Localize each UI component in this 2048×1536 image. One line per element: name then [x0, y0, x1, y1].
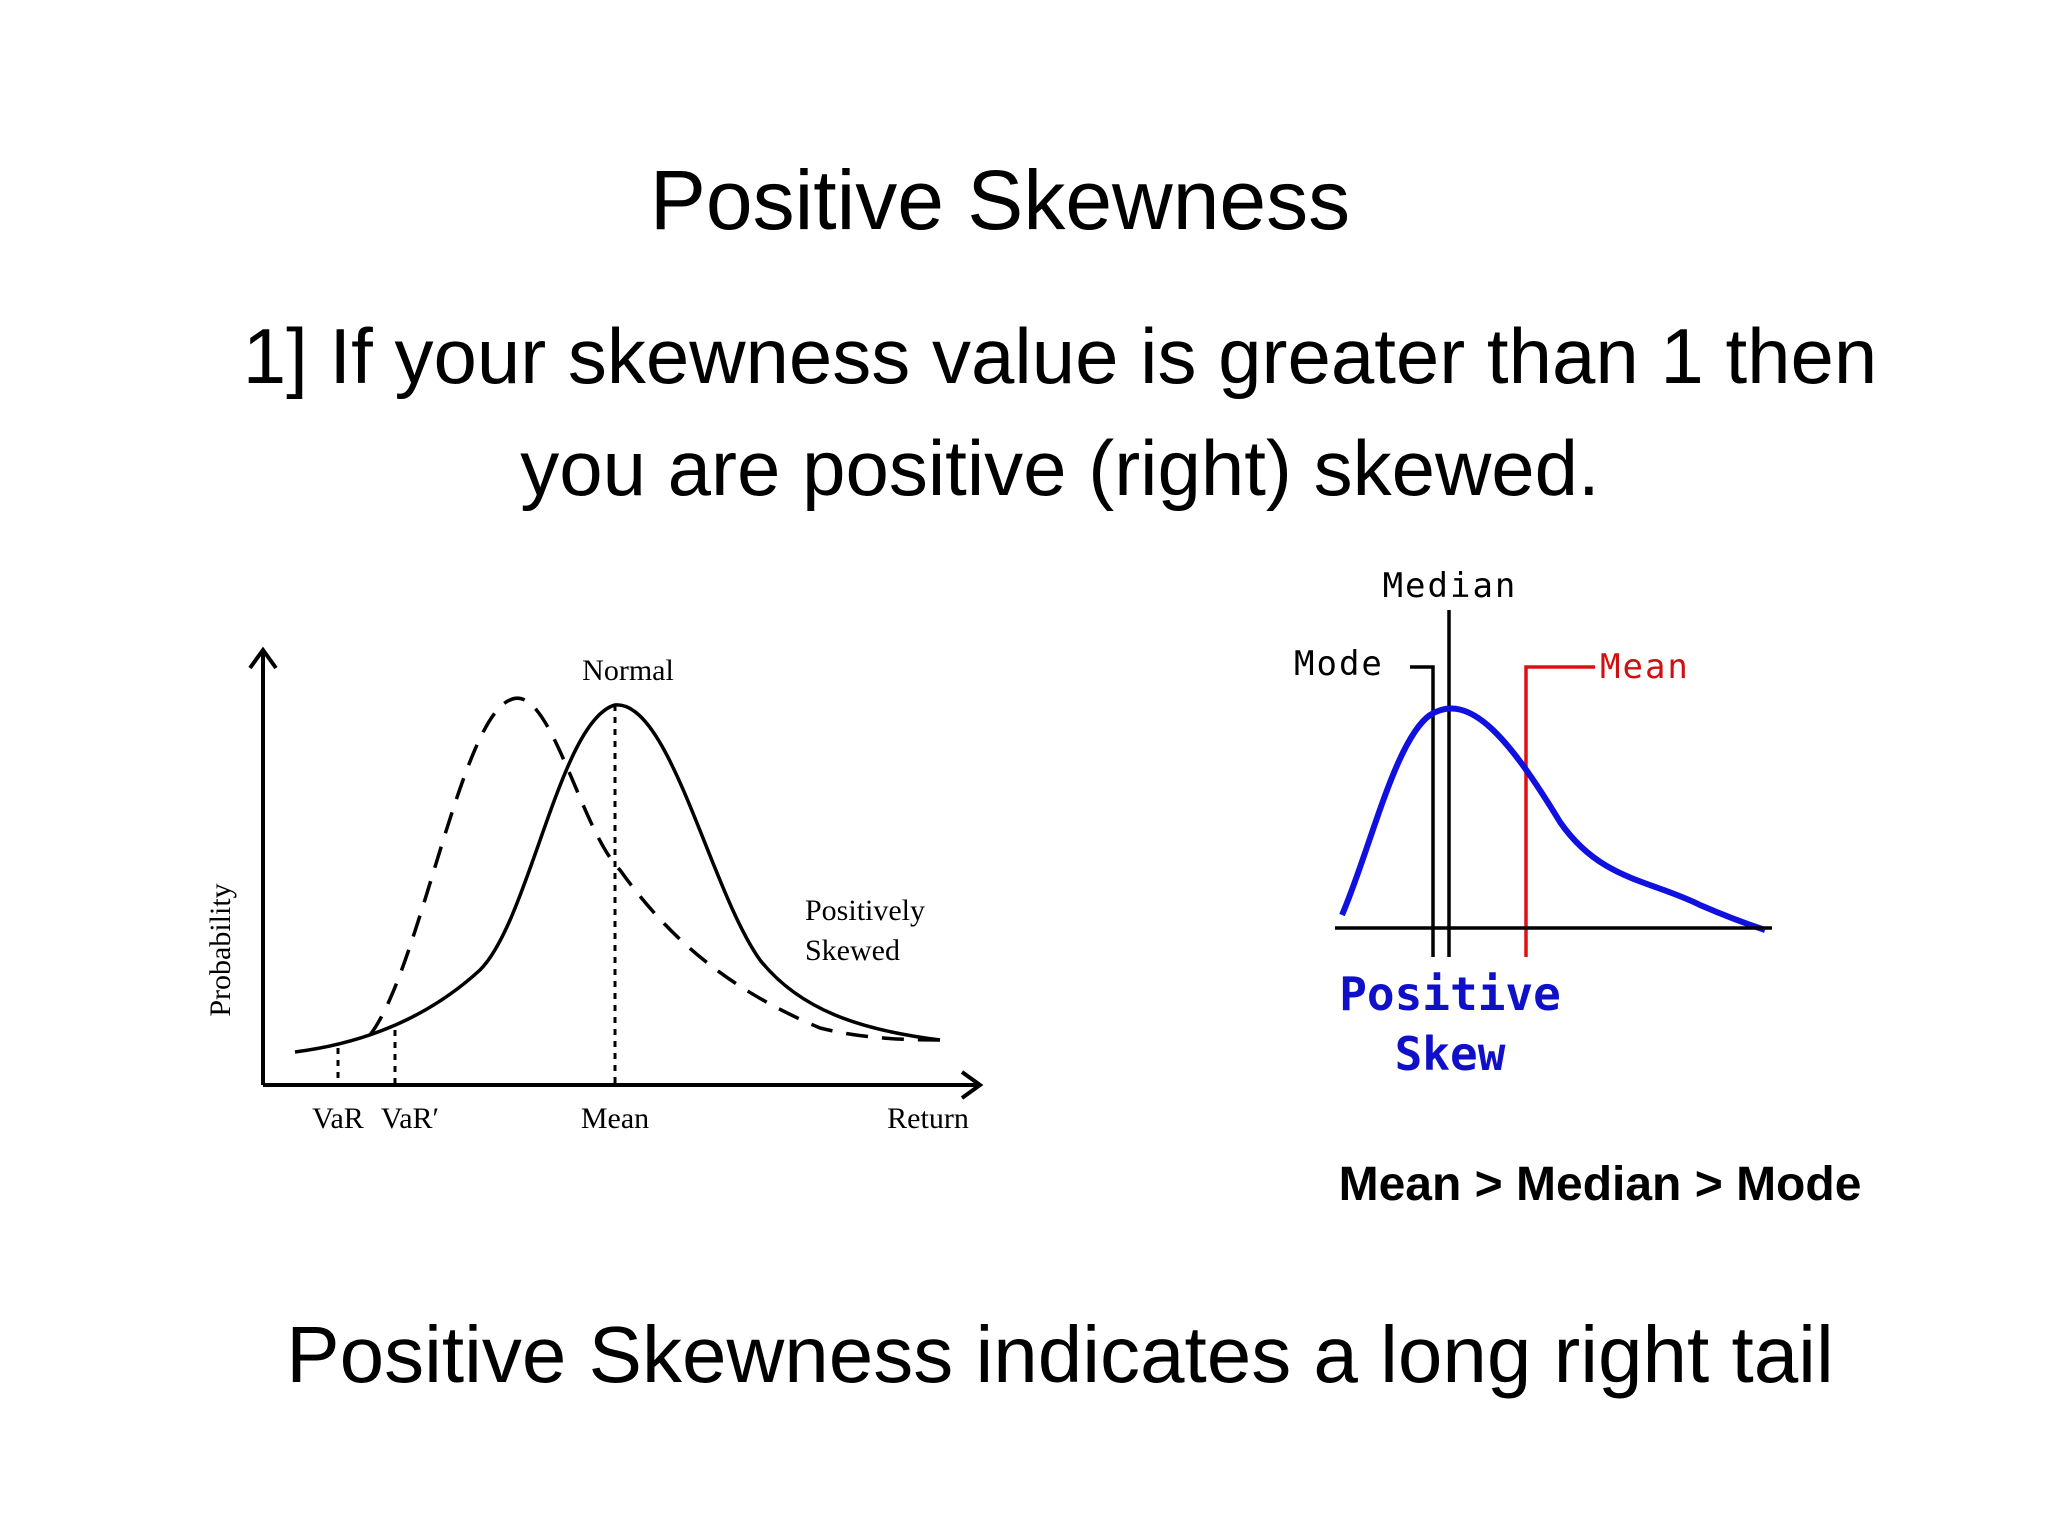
axes	[248, 646, 984, 1100]
mode-label: Mode	[1294, 644, 1384, 684]
caption-skew: Skew	[1395, 1027, 1506, 1081]
normal-label: Normal	[582, 654, 674, 687]
skewed-label-line2: Skewed	[805, 934, 900, 967]
x-tick-var-prime: VaR′	[381, 1102, 439, 1135]
slide-footer: Positive Skewness indicates a long right…	[286, 1310, 1834, 1399]
slide-title: Positive Skewness	[649, 153, 1351, 247]
positive-skew-diagram: Median Mode Mean Positive Skew	[1294, 566, 1772, 1081]
positively-skewed-curve	[368, 696, 941, 1042]
normal-curve	[294, 703, 941, 1054]
x-tick-var: VaR	[312, 1102, 364, 1135]
normal-vs-skewed-diagram: Probability Normal Positively Skewed VaR…	[204, 646, 984, 1135]
y-axis-label: Probability	[204, 883, 237, 1016]
mean-median-mode-relation: Mean > Median > Mode	[1338, 1158, 1862, 1211]
dotted-guides	[336, 705, 617, 1085]
skew-curve	[1339, 705, 1766, 933]
mode-line	[1410, 665, 1435, 957]
skewed-label-line1: Positively	[805, 894, 925, 927]
x-tick-mean: Mean	[581, 1102, 649, 1135]
skewness-rule-text: 1] If your skewness value is greater tha…	[242, 312, 1878, 512]
caption-positive: Positive	[1339, 967, 1561, 1021]
mean-line	[1524, 665, 1595, 957]
mean-label: Mean	[1600, 647, 1690, 687]
x-tick-return: Return	[887, 1102, 969, 1135]
median-label: Median	[1383, 566, 1518, 606]
